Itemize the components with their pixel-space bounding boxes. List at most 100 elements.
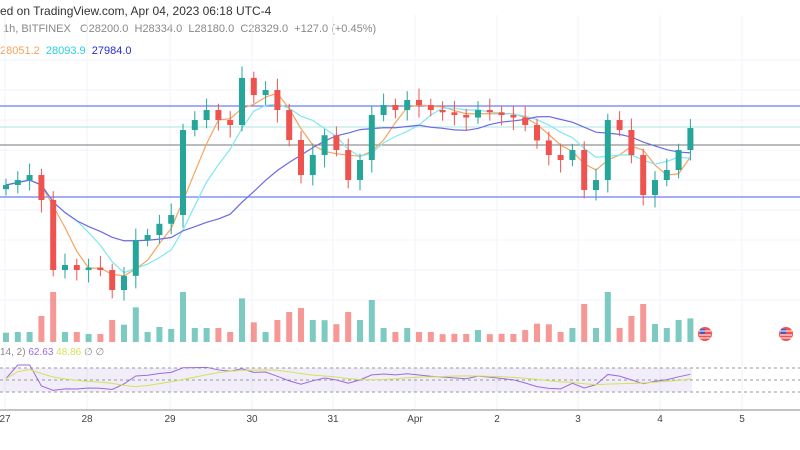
low-label: L [188,23,195,35]
candle-body [687,128,694,151]
volume-bar [73,332,80,342]
volume-bar [368,300,375,342]
candle-body [73,265,80,271]
volume-bar [545,324,552,342]
candle-body [286,110,293,141]
volume-bar [227,332,234,342]
candle-body [309,155,316,176]
moving-average-line [5,115,691,242]
rsi-extra-2: ∅ [95,347,105,358]
x-tick-label: 5 [739,414,745,425]
volume-bar [675,320,682,342]
volume-bar [321,320,328,342]
candle-body [345,150,352,181]
candle-body [604,120,611,181]
candle-body [451,112,458,116]
volume-bar [168,329,175,342]
candle-body [156,223,163,236]
x-tick-label: 30 [246,414,258,425]
x-tick-label: 27 [0,414,11,425]
rsi-extra-1: ∅ [83,347,93,358]
close-value: 28329.0 [248,23,289,35]
candle-body [616,120,623,131]
candle-body [663,170,670,181]
candle-body [262,90,269,96]
candle-body [168,215,175,224]
ma-legend: 28051.2 28093.9 27984.0 [0,45,132,57]
candle-body [62,265,68,271]
candle-body [581,150,588,191]
volume-bar [239,298,245,342]
volume-bar [392,332,399,342]
candle-body [439,110,446,113]
candle-body [675,150,682,171]
candle-body [203,110,210,121]
high-label: H [134,23,143,35]
ma-value-2: 28093.9 [45,45,86,57]
volume-bar [38,316,45,342]
us-flag-icon[interactable] [698,327,712,341]
candle-body [628,130,635,156]
candle-body [333,135,340,151]
candle-body [50,200,57,271]
candle-body [545,140,552,156]
open-value: 28200.0 [88,23,129,35]
candle-body [215,110,222,121]
symbol-interval: 1h, BITFINEX [3,23,71,35]
ma-value-3: 27984.0 [91,45,132,57]
volume-bar [416,332,422,342]
us-flag-icon[interactable] [779,327,793,341]
candle-body [463,115,470,118]
x-tick-label: 31 [327,414,339,425]
volume-bar [309,320,316,342]
x-tick-label: 4 [657,414,663,425]
candle-body [227,120,234,126]
candle-body [250,77,257,96]
volume-bar [85,334,92,342]
candle-body [321,135,328,156]
volume-bar [486,334,493,342]
x-tick-label: 2 [494,414,500,425]
volume-bar [286,312,293,342]
candle-body [132,240,139,276]
candle-body [510,115,517,118]
candle-body [522,117,529,126]
x-tick-label: 28 [81,414,93,425]
volume-bar [640,304,647,342]
open-label: O [80,23,89,35]
volume-bar [333,324,340,342]
candle-body [26,175,33,181]
volume-bar [3,332,9,342]
candle-body [380,105,387,116]
candle-body [498,112,505,116]
candle-body [486,110,493,113]
volume-bar [581,304,588,342]
candle-body [569,150,576,161]
volume-bar [62,332,68,342]
volume-bar [109,320,116,342]
volume-bar [26,332,33,342]
volume-bar [50,292,57,342]
volume-bar [203,328,210,342]
rsi-line [5,364,691,391]
low-value: 28180.0 [194,23,235,35]
rsi-ma-value: 48.86 [56,347,82,358]
volume-bar [262,332,269,342]
volume-bar [156,327,163,342]
volume-bar [298,308,304,342]
candle-body [534,125,540,141]
volume-bar [451,333,458,342]
candle-body [191,120,198,131]
candle-body [557,155,564,161]
x-tick-label: Apr [407,414,423,425]
volume-bar [616,328,623,342]
volume-bar [132,307,139,342]
close-label: C [240,23,249,35]
candle-body [427,105,434,111]
rsi-label: 14, 2) [0,347,26,358]
x-tick-label: 29 [164,414,176,425]
candle-body [357,160,363,181]
volume-bar [628,316,635,342]
volume-bar [463,334,470,342]
